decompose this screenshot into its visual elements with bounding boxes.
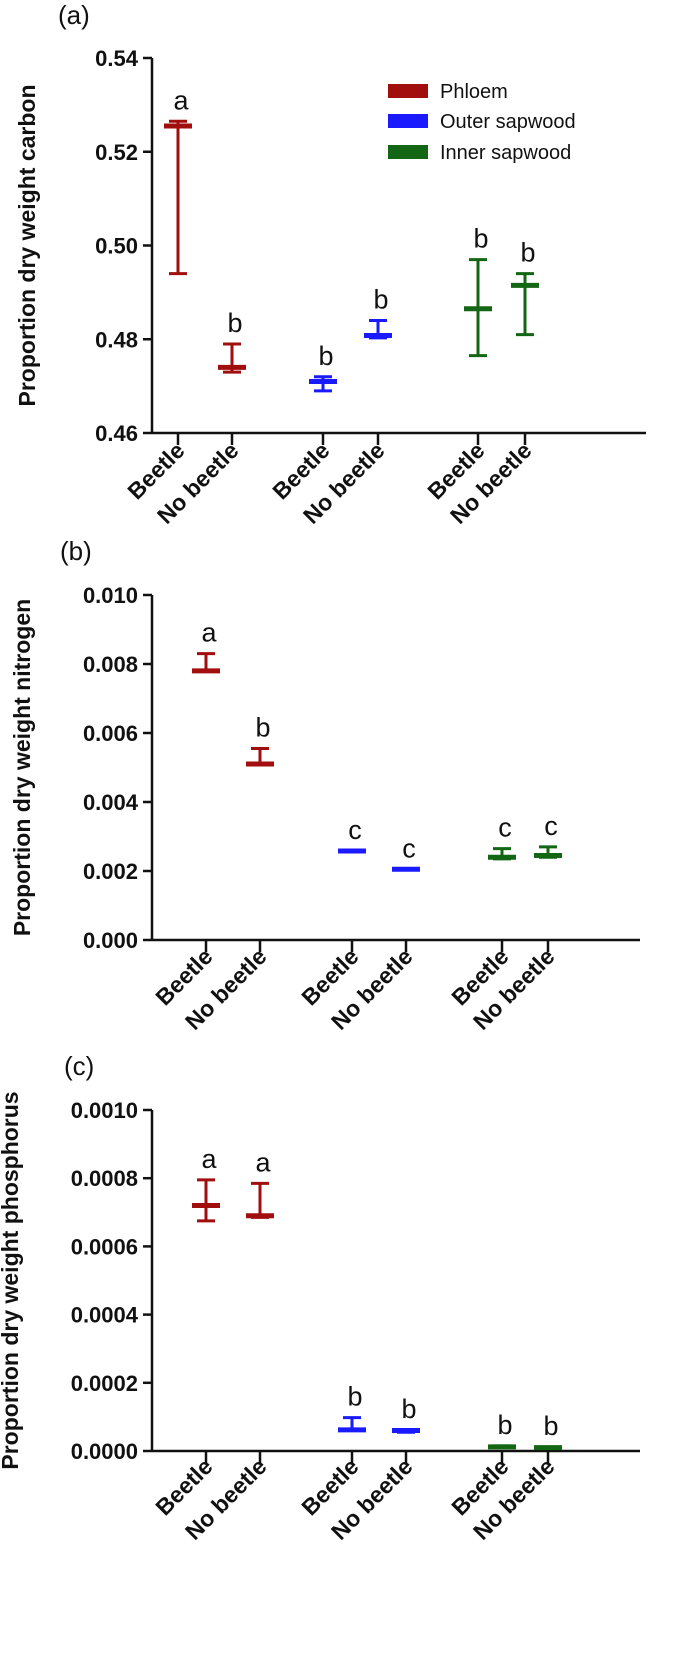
- legend-swatch: [388, 114, 428, 128]
- panel-a-y-tick-label: 0.50: [95, 234, 138, 259]
- panel-a-significance-letter: b: [318, 341, 333, 371]
- panel-a-y-tick-label: 0.54: [95, 46, 139, 71]
- panel-a-significance-letter: b: [520, 238, 535, 268]
- panel-c-significance-letter: b: [401, 1394, 416, 1424]
- panel-a-y-tick-label: 0.52: [95, 140, 138, 165]
- panel-b-significance-letter: c: [348, 815, 362, 845]
- panel-c-significance-letter: a: [255, 1147, 271, 1177]
- panel-b-significance-letter: c: [544, 811, 558, 841]
- panel-c-y-tick-label: 0.0010: [71, 1098, 138, 1123]
- panel-c-y-tick-label: 0.0004: [71, 1303, 139, 1328]
- panel-a-significance-letter: b: [227, 308, 242, 338]
- panel-c-y-tick-label: 0.0000: [71, 1439, 138, 1464]
- panel-b-y-axis-title: Proportion dry weight nitrogen: [9, 599, 35, 936]
- panel-b-y-tick-label: 0.006: [83, 721, 138, 746]
- panel-c-significance-letter: a: [201, 1144, 217, 1174]
- panel-b-significance-letter: b: [255, 713, 270, 743]
- panel-b-y-tick-label: 0.008: [83, 652, 138, 677]
- legend-entry: Inner sapwood: [440, 142, 571, 164]
- panel-a-y-tick-label: 0.46: [95, 421, 138, 446]
- legend-entry: Phloem: [440, 81, 508, 103]
- legend-swatch: [388, 145, 428, 159]
- panel-a-significance-letter: a: [173, 85, 189, 115]
- panel-c-y-tick-label: 0.0006: [71, 1234, 138, 1259]
- panel-c-y-tick-label: 0.0008: [71, 1166, 138, 1191]
- panel-c-y-tick-label: 0.0002: [71, 1371, 138, 1396]
- panel-a-label: (a): [58, 0, 90, 30]
- panel-a-y-tick-label: 0.48: [95, 327, 138, 352]
- panel-b-label: (b): [60, 536, 92, 566]
- panel-b-significance-letter: a: [201, 618, 217, 648]
- panel-b-y-tick-label: 0.004: [83, 790, 139, 815]
- panel-a-significance-letter: b: [473, 224, 488, 254]
- panel-b-y-tick-label: 0.000: [83, 928, 138, 953]
- panel-b-y-tick-label: 0.010: [83, 583, 138, 608]
- panel-c-significance-letter: b: [347, 1382, 362, 1412]
- panel-b-significance-letter: c: [498, 813, 512, 843]
- panel-b-significance-letter: c: [402, 833, 416, 863]
- panel-a-significance-letter: b: [373, 285, 388, 315]
- panel-c-label: (c): [64, 1051, 94, 1081]
- panel-c-significance-letter: b: [543, 1411, 558, 1441]
- legend-entry: Outer sapwood: [440, 111, 576, 133]
- panel-c-y-axis-title: Proportion dry weight phosphorus: [0, 1091, 23, 1469]
- legend-swatch: [388, 84, 428, 98]
- panel-a-y-axis-title: Proportion dry weight carbon: [14, 84, 40, 406]
- panel-b-y-tick-label: 0.002: [83, 859, 138, 884]
- panel-c-significance-letter: b: [497, 1410, 512, 1440]
